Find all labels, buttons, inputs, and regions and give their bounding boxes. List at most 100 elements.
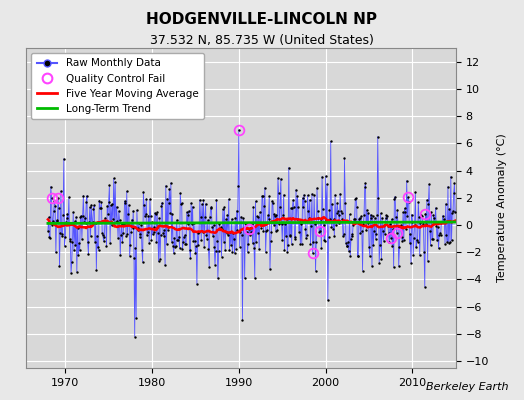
Point [410,222,419,228]
Point [140,202,148,208]
Point [72,214,80,220]
Point [165,200,173,206]
Point [334,208,342,214]
Point [202,232,211,238]
Point [147,236,156,243]
Point [429,236,437,242]
Point [286,233,294,239]
Point [82,199,91,206]
Point [189,203,197,210]
Point [326,216,334,222]
Point [241,275,249,281]
Point [275,190,283,196]
Point [240,226,248,232]
Point [271,228,280,234]
Point [189,238,198,244]
Point [199,197,208,204]
Point [66,238,74,244]
Point [328,224,336,230]
Point [229,230,237,236]
Point [222,230,231,236]
Point [111,179,119,185]
Point [398,238,407,244]
Point [296,218,304,225]
Point [414,199,422,205]
Point [104,210,112,217]
Point [181,241,190,248]
Text: HODGENVILLE-LINCOLN NP: HODGENVILLE-LINCOLN NP [147,12,377,27]
Point [310,192,318,198]
Point [304,208,312,214]
Point [248,240,257,246]
Point [363,207,371,213]
Point [95,197,103,204]
Point [193,230,202,236]
Point [151,210,159,216]
Point [374,133,382,140]
Point [210,244,219,250]
Point [206,213,214,220]
Point [92,266,101,273]
Point [90,202,99,208]
Point [282,216,291,222]
Point [271,213,279,219]
Point [252,239,260,245]
Point [400,205,409,212]
Point [355,215,363,222]
Point [436,230,444,236]
Point [129,207,137,214]
Point [114,235,122,242]
Point [234,182,242,189]
Point [411,189,420,196]
Point [151,210,160,217]
Point [387,216,396,222]
Point [113,204,121,210]
Point [49,218,57,224]
Point [302,235,310,242]
Point [399,209,407,216]
Point [247,229,255,236]
Point [429,212,438,218]
Point [241,219,249,226]
Point [316,216,325,222]
Point [364,210,373,216]
Point [307,223,315,229]
Point [431,204,440,211]
Point [427,242,435,248]
Point [67,269,75,276]
Point [259,228,268,234]
Point [330,216,338,222]
Text: Berkeley Earth: Berkeley Earth [426,382,508,392]
Point [290,204,298,210]
Point [425,228,434,234]
Point [75,247,84,253]
Point [221,247,230,254]
Point [135,220,143,226]
Point [328,201,336,208]
Point [293,193,302,200]
Point [255,246,264,252]
Point [323,181,331,187]
Point [128,225,137,231]
Point [230,236,238,242]
Point [216,224,225,230]
Point [94,244,102,250]
Point [140,213,149,219]
Point [394,223,402,229]
Point [104,199,113,205]
Point [60,242,69,249]
Point [193,280,201,287]
Point [435,232,443,238]
Point [365,244,373,251]
Point [385,230,393,237]
Point [81,215,89,221]
Point [315,227,324,234]
Point [203,217,212,223]
Point [243,228,251,235]
Point [218,226,226,232]
Point [400,237,408,244]
Point [449,207,457,214]
Point [360,212,368,218]
Point [214,247,223,254]
Point [106,240,114,246]
